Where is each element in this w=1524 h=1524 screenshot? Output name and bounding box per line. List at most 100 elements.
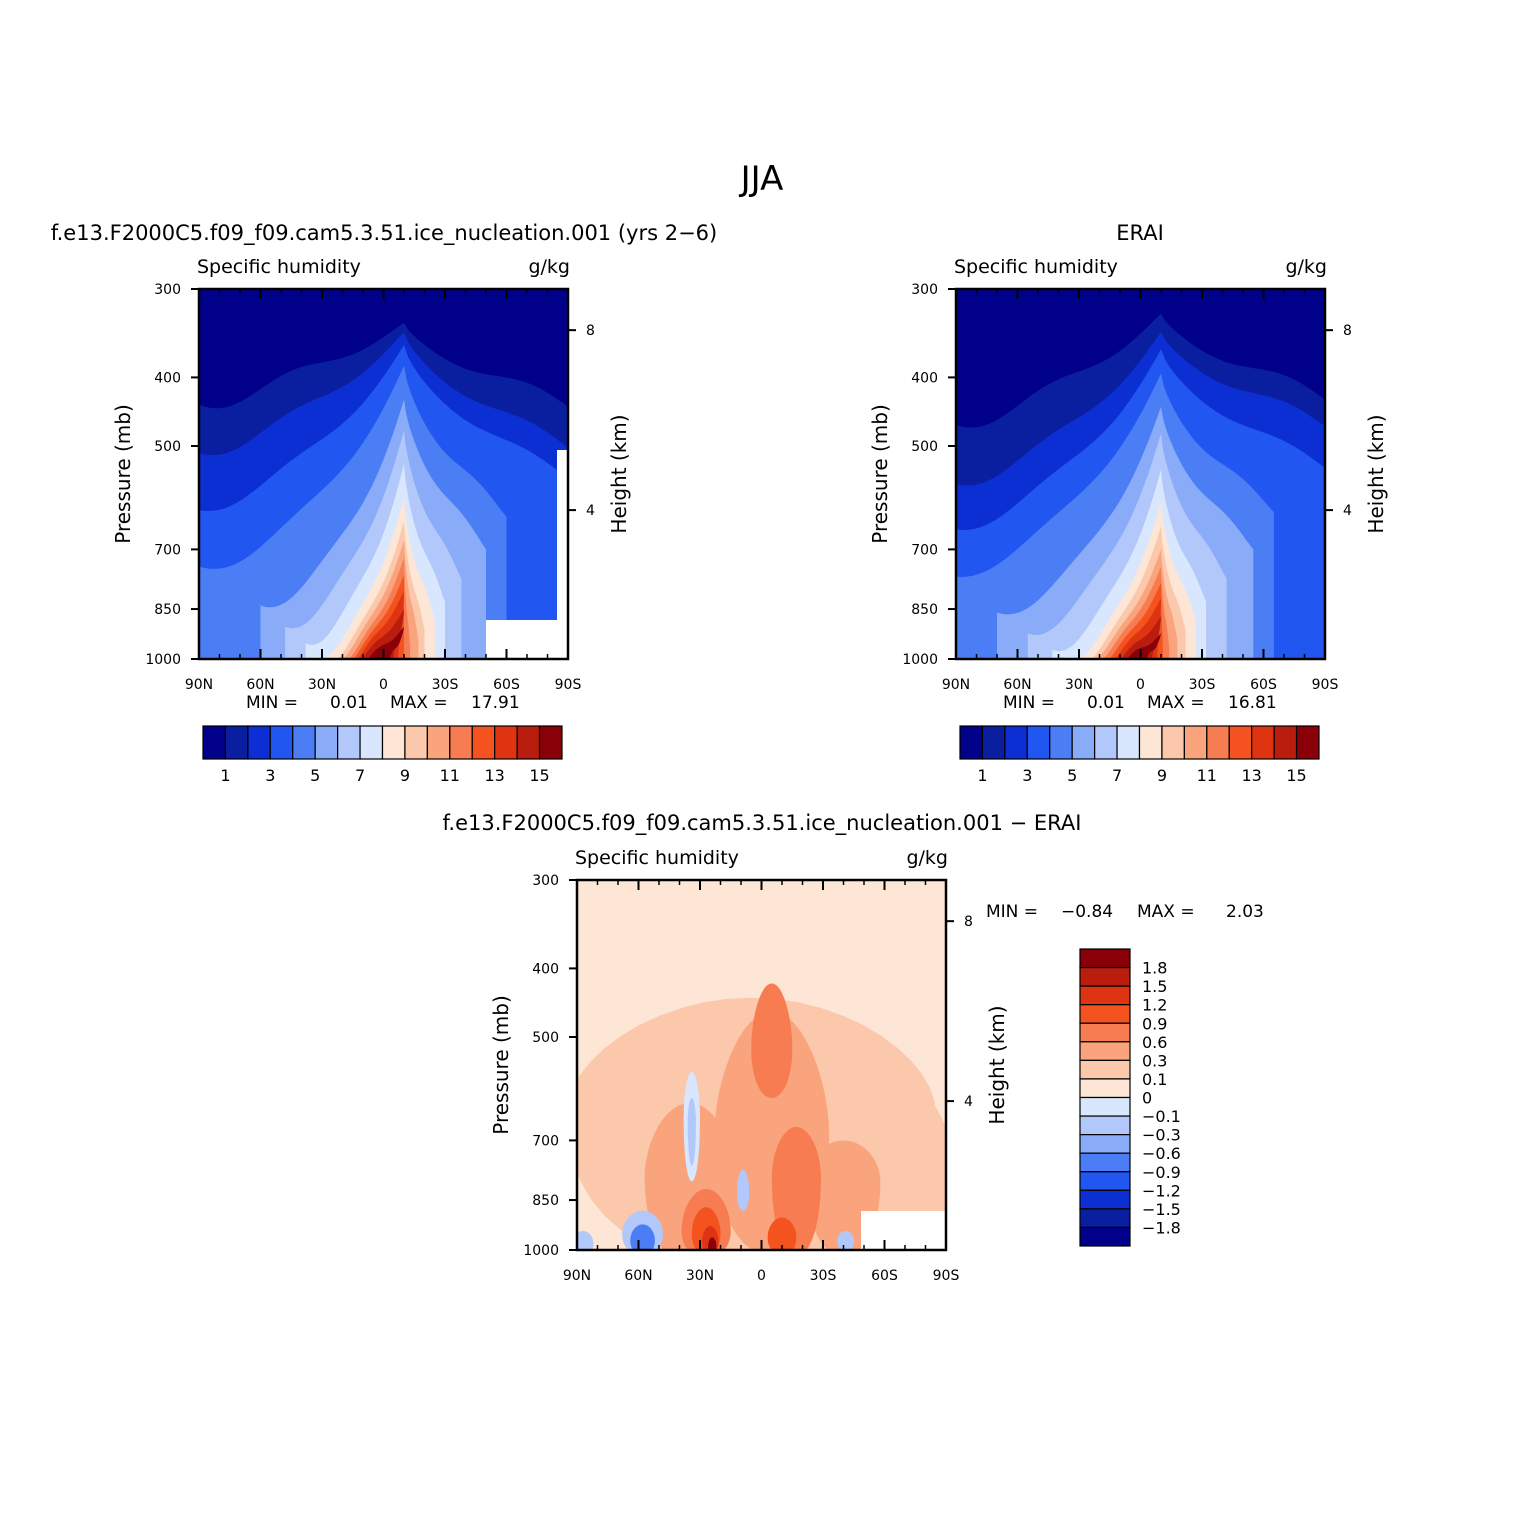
panel-obs-max-label: MAX = (1147, 693, 1205, 713)
panel-model-min-value: 0.01 (330, 693, 368, 713)
y-tick-label: 300 (911, 282, 938, 298)
colorbar-swatch (1079, 1115, 1131, 1136)
colorbar-swatch (959, 725, 984, 760)
x-tick-label: 30N (1065, 677, 1093, 693)
colorbar-label: 0.3 (1142, 1051, 1167, 1070)
panel-model-axes: 90N 60N 30N 0 30S 60S 90S 300 400 500 700 850 1000 8 4 (145, 282, 595, 693)
panel-model-title: f.e13.F2000C5.f09_f09.cam5.3.51.ice_nucl… (51, 221, 717, 246)
x-tick-label: 60S (493, 677, 520, 693)
colorbar-label: 5 (1067, 766, 1077, 785)
x-tick-label: 30N (686, 1268, 714, 1284)
y-tick-label: 1000 (523, 1243, 559, 1259)
x-tick-label: 90S (933, 1268, 960, 1284)
x-tick-label: 60N (624, 1268, 652, 1284)
panel-diff-min-label: MIN = (986, 902, 1038, 922)
colorbar-swatch (1183, 725, 1208, 760)
diff-region-0.6-upper (751, 983, 793, 1099)
panel-diff-max-label: MAX = (1137, 902, 1195, 922)
y-right-tick-label: 8 (1343, 323, 1352, 339)
y-tick-label: 400 (532, 961, 559, 977)
colorbar-swatch (1295, 725, 1320, 760)
y-tick-label: 500 (911, 439, 938, 455)
colorbar-swatch (1138, 725, 1163, 760)
x-tick-label: 90N (185, 677, 213, 693)
panel-model-missing-strip (557, 450, 568, 620)
x-tick-label: 90S (1312, 677, 1339, 693)
panel-obs-min-label: MIN = (1003, 693, 1055, 713)
panel-model-variable: Specific humidity (197, 256, 361, 278)
diff-region-neg-40s (837, 1231, 854, 1250)
panel-obs-plot (954, 287, 1327, 661)
y-tick-label: 850 (532, 1193, 559, 1209)
panel-diff-ylabel-right: Height (km) (985, 1005, 1009, 1124)
panel-obs-axes: 90N 60N 30N 0 30S 60S 90S 300 400 500 700 850 1000 8 4 (902, 282, 1352, 693)
colorbar-swatch (1206, 725, 1230, 760)
colorbar-label: 7 (1112, 766, 1122, 785)
panel-diff-variable: Specific humidity (575, 847, 739, 869)
colorbar-label: 0.1 (1142, 1070, 1167, 1089)
colorbar-label: 15 (529, 766, 549, 785)
y-tick-label: 700 (154, 542, 181, 558)
x-tick-label: 0 (1136, 677, 1145, 693)
panel-model-units: g/kg (528, 256, 570, 278)
panel-diff-plot (575, 878, 948, 1252)
colorbar-swatch (1079, 1208, 1131, 1229)
colorbar-label: 11 (1197, 766, 1217, 785)
panel-model-band-15 (352, 626, 404, 659)
y-tick-label: 300 (532, 873, 559, 889)
panel-obs-units: g/kg (1285, 256, 1327, 278)
x-tick-label: 30S (432, 677, 459, 693)
colorbar-swatch (1004, 725, 1028, 760)
x-tick-label: 30S (810, 1268, 837, 1284)
y-tick-label: 1000 (145, 652, 181, 668)
panel-model-colorbar: 1 3 5 7 9 11 13 15 (202, 725, 563, 785)
colorbar-label: −1.8 (1142, 1218, 1181, 1237)
colorbar-swatch (1161, 725, 1185, 760)
colorbar-label: −0.9 (1142, 1163, 1181, 1182)
colorbar-swatch (449, 725, 473, 760)
colorbar-label: 11 (440, 766, 460, 785)
colorbar-swatch (1079, 1022, 1131, 1043)
diff-region-neg-10n (736, 1169, 750, 1211)
colorbar-swatch (981, 725, 1006, 760)
panel-diff-units: g/kg (906, 847, 948, 869)
colorbar-label: 0.6 (1142, 1033, 1167, 1052)
colorbar-swatch (1079, 966, 1131, 987)
colorbar-swatch (1049, 725, 1073, 760)
panel-difference: f.e13.F2000C5.f09_f09.cam5.3.51.ice_nucl… (443, 811, 1264, 1284)
colorbar-label: −1.5 (1142, 1200, 1181, 1219)
y-tick-label: 500 (154, 439, 181, 455)
panel-model-plot (197, 287, 570, 661)
colorbar-swatch (1079, 1189, 1131, 1210)
colorbar-swatch (494, 725, 518, 760)
colorbar-label: −0.6 (1142, 1144, 1181, 1163)
x-tick-label: 90S (555, 677, 582, 693)
panel-obs-band-15 (1111, 633, 1161, 659)
colorbar-label: −0.1 (1142, 1107, 1181, 1126)
colorbar-label: 9 (1157, 766, 1167, 785)
panel-model-missing-region (486, 620, 568, 659)
x-tick-label: 30N (308, 677, 336, 693)
panel-obs-variable: Specific humidity (954, 256, 1118, 278)
y-tick-label: 700 (911, 542, 938, 558)
colorbar-label: 13 (485, 766, 505, 785)
panel-obs-max-value: 16.81 (1228, 693, 1277, 713)
colorbar-swatch (1079, 1171, 1131, 1191)
y-tick-label: 500 (532, 1030, 559, 1046)
panel-obs-title: ERAI (1116, 221, 1164, 245)
colorbar-label: 1.5 (1142, 977, 1167, 996)
colorbar-label: −0.3 (1142, 1126, 1181, 1145)
colorbar-swatch (1094, 725, 1118, 760)
colorbar-swatch (538, 725, 563, 760)
colorbar-swatch (1079, 1078, 1131, 1099)
colorbar-label: 15 (1286, 766, 1306, 785)
panel-obs-ylabel-right: Height (km) (1364, 414, 1388, 533)
colorbar-swatch (269, 725, 294, 760)
colorbar-label: 5 (310, 766, 320, 785)
figure-title: JJA (739, 159, 784, 199)
panel-diff-axes: 90N 60N 30N 0 30S 60S 90S 300 400 500 700 850 1000 8 4 (523, 873, 973, 1284)
colorbar-label: 0.9 (1142, 1014, 1167, 1033)
colorbar-label: 1 (977, 766, 987, 785)
colorbar-label: −1.2 (1142, 1181, 1181, 1200)
